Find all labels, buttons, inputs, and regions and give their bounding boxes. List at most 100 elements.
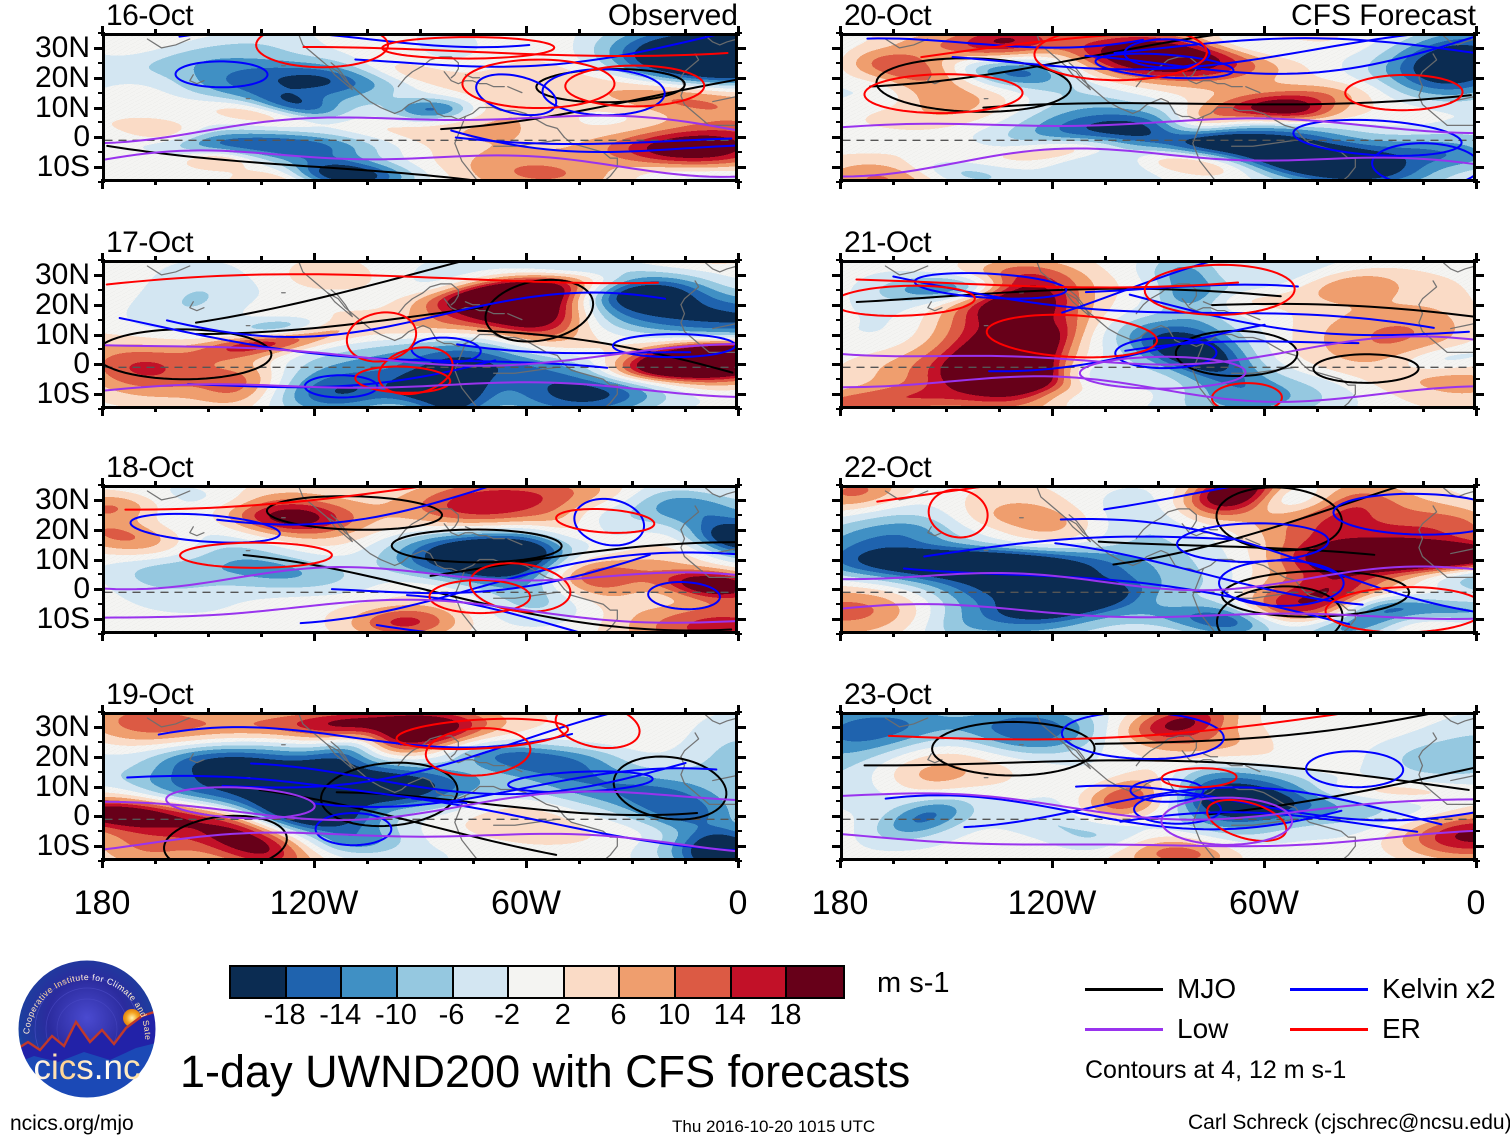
legend-label: Low	[1177, 1013, 1229, 1044]
y-tick	[94, 755, 105, 759]
cics-nc-logo: Cooperative Institute for Climate and Sa…	[11, 948, 160, 1102]
colorbar	[229, 965, 845, 999]
x-tick	[631, 708, 634, 714]
y-tick	[94, 558, 105, 562]
x-tick	[631, 179, 634, 185]
y-axis-label-10n: 10N	[34, 90, 90, 124]
y-tick	[1473, 106, 1484, 110]
y-tick-minor	[98, 543, 105, 546]
colorbar-swatch-0	[231, 967, 287, 997]
x-tick	[1369, 406, 1372, 412]
x-tick	[1051, 26, 1054, 36]
x-tick	[1263, 478, 1266, 488]
x-tick	[1316, 29, 1319, 35]
y-tick	[735, 588, 746, 592]
x-tick	[892, 858, 895, 864]
x-tick	[684, 406, 687, 412]
y-tick-minor	[98, 151, 105, 154]
y-tick-minor	[735, 91, 742, 94]
x-tick	[578, 631, 581, 637]
x-tick	[998, 631, 1001, 637]
y-tick	[735, 136, 746, 140]
x-tick	[892, 406, 895, 412]
x-tick	[1422, 256, 1425, 262]
map-panel-18-oct	[102, 485, 738, 634]
y-tick-minor	[735, 830, 742, 833]
y-tick	[94, 166, 105, 170]
x-tick	[998, 406, 1001, 412]
y-axis-label-10s: 10S	[36, 150, 90, 184]
x-tick	[998, 29, 1001, 35]
y-tick	[832, 393, 843, 397]
x-axis-label-60w-col0: 60W	[491, 884, 561, 922]
y-tick-minor	[98, 288, 105, 291]
x-tick	[631, 631, 634, 637]
x-tick	[101, 478, 104, 488]
x-tick	[1104, 481, 1107, 487]
x-tick	[525, 631, 528, 641]
y-axis-label-10s: 10S	[36, 602, 90, 636]
footer-author: Carl Schreck (cjschrec@ncsu.edu)	[1188, 1111, 1510, 1134]
footer-timestamp: Thu 2016-10-20 1015 UTC	[672, 1117, 876, 1136]
x-axis-label-0-col1: 0	[1466, 884, 1486, 922]
y-axis-label-0: 0	[73, 120, 90, 154]
y-axis-label-20n: 20N	[34, 512, 90, 546]
x-tick	[313, 705, 316, 715]
y-tick	[1473, 558, 1484, 562]
x-tick	[1475, 631, 1478, 641]
x-tick	[313, 631, 316, 641]
x-tick	[1369, 179, 1372, 185]
y-tick	[735, 76, 746, 80]
map-field-canvas	[843, 263, 1473, 406]
panel-date-21-oct: 21-Oct	[844, 226, 932, 259]
y-axis-label-20n: 20N	[34, 60, 90, 94]
y-tick-minor	[735, 121, 742, 124]
x-tick	[631, 406, 634, 412]
y-tick	[94, 725, 105, 729]
x-tick	[101, 406, 104, 416]
x-tick	[419, 256, 422, 262]
y-tick	[832, 76, 843, 80]
x-tick	[578, 481, 581, 487]
colorbar-tick-10: 10	[657, 999, 691, 1031]
y-tick	[735, 166, 746, 170]
x-tick	[260, 256, 263, 262]
figure-title: 1-day UWND200 with CFS forecasts	[180, 1046, 911, 1097]
x-tick	[631, 256, 634, 262]
x-axis-label-180-col1: 180	[811, 884, 869, 922]
x-tick	[1263, 179, 1266, 189]
y-tick-minor	[836, 318, 843, 321]
map-panel-22-oct	[840, 485, 1476, 634]
x-tick	[945, 631, 948, 637]
x-tick	[892, 631, 895, 637]
y-tick	[94, 363, 105, 367]
y-tick	[735, 393, 746, 397]
y-tick-minor	[735, 800, 742, 803]
map-panel-17-oct	[102, 260, 738, 409]
y-axis-label-10n: 10N	[34, 317, 90, 351]
x-tick	[1316, 631, 1319, 637]
x-tick	[1369, 858, 1372, 864]
x-tick	[101, 705, 104, 715]
x-tick	[737, 705, 740, 715]
colorbar-swatch-5	[509, 967, 565, 997]
x-tick	[366, 708, 369, 714]
x-tick	[207, 179, 210, 185]
x-tick	[525, 705, 528, 715]
y-tick	[1473, 588, 1484, 592]
x-tick	[1157, 631, 1160, 637]
x-axis-label-120w-col1: 120W	[1007, 884, 1097, 922]
x-tick	[998, 179, 1001, 185]
y-tick	[1473, 303, 1484, 307]
map-field-canvas	[105, 263, 735, 406]
y-tick-minor	[735, 573, 742, 576]
x-tick	[1475, 705, 1478, 715]
colorbar-swatch-10	[787, 967, 843, 997]
x-tick	[684, 179, 687, 185]
y-tick	[735, 785, 746, 789]
y-tick	[735, 273, 746, 277]
y-tick-minor	[1473, 318, 1480, 321]
y-tick-minor	[836, 121, 843, 124]
x-tick	[578, 708, 581, 714]
x-tick	[1316, 256, 1319, 262]
